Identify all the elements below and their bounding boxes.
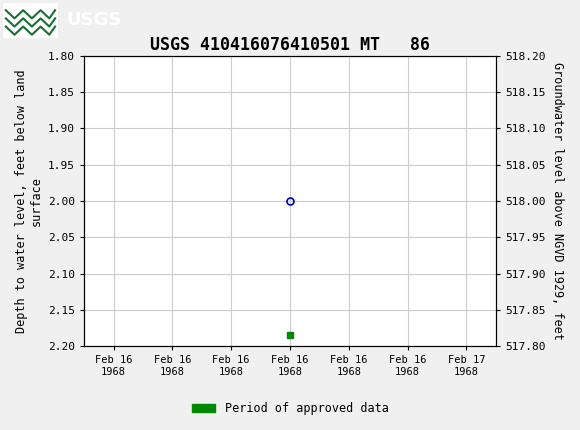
Text: USGS 410416076410501 MT   86: USGS 410416076410501 MT 86 bbox=[150, 36, 430, 54]
Legend: Period of approved data: Period of approved data bbox=[187, 397, 393, 420]
Bar bbox=[3, 3, 58, 37]
Y-axis label: Depth to water level, feet below land
surface: Depth to water level, feet below land su… bbox=[14, 69, 42, 333]
Text: USGS: USGS bbox=[67, 12, 122, 29]
Y-axis label: Groundwater level above NGVD 1929, feet: Groundwater level above NGVD 1929, feet bbox=[551, 62, 564, 340]
